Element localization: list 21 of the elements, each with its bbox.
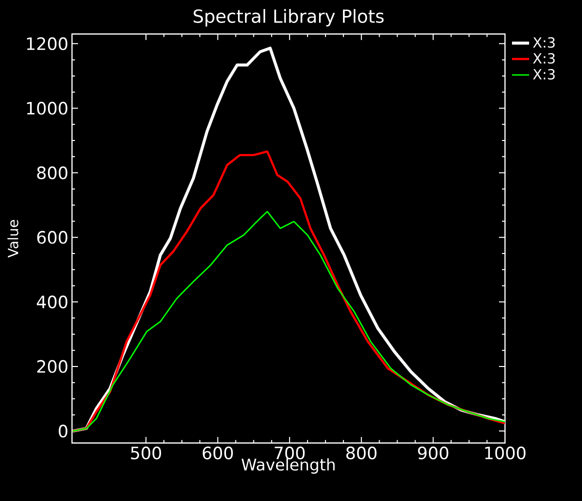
legend-label: X:3	[533, 37, 555, 48]
y-tick-label: 200	[37, 360, 68, 373]
x-tick-label: 800	[346, 446, 376, 460]
y-tick-label: 1200	[27, 37, 68, 50]
y-tick-label: 800	[37, 166, 68, 180]
x-tick-label: 900	[418, 446, 448, 460]
chart-title: Spectral Library Plots	[194, 9, 384, 26]
legend-label: X:3	[533, 68, 555, 80]
line-series	[72, 210, 505, 432]
y-tick-label: 0	[58, 424, 68, 438]
y-tick-label: 600	[37, 230, 68, 244]
y-axis-title: Value	[8, 220, 18, 258]
x-tick-label: 1000	[485, 446, 526, 460]
x-tick-label: 500	[131, 446, 162, 460]
y-tick-label: 400	[36, 295, 68, 308]
x-axis-title: Wavelength	[242, 458, 335, 474]
x-tick-label: 600	[202, 446, 233, 460]
line-series	[72, 150, 505, 432]
legend-label: X:3	[533, 53, 555, 64]
x-tick-label: 700	[274, 446, 305, 460]
y-tick-label: 1000	[27, 102, 68, 115]
